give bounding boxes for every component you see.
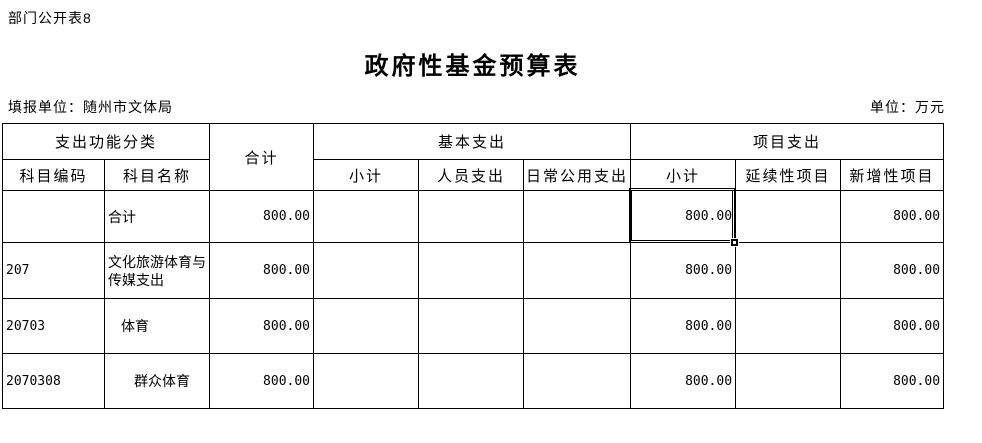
cell-new-projects[interactable]: 800.00 bbox=[840, 298, 945, 354]
page-title: 政府性基金预算表 bbox=[364, 54, 581, 80]
cell-project-subtotal-selected[interactable]: 800.00 bbox=[630, 190, 737, 243]
cell-new-projects[interactable]: 800.00 bbox=[840, 242, 945, 299]
cell-total[interactable]: 800.00 bbox=[209, 190, 315, 243]
cell-basic-subtotal[interactable] bbox=[313, 298, 420, 354]
fill-handle[interactable] bbox=[731, 239, 738, 246]
cell-subject-name[interactable]: 体育 bbox=[103, 298, 211, 354]
cell-new-projects[interactable]: 800.00 bbox=[840, 190, 945, 243]
header-project-expenditure[interactable]: 项目支出 bbox=[630, 123, 945, 160]
cell-personnel[interactable] bbox=[418, 190, 525, 243]
cell-daily-public[interactable] bbox=[523, 298, 632, 354]
header-new-projects[interactable]: 新增性项目 bbox=[840, 159, 945, 191]
cell-daily-public[interactable] bbox=[523, 242, 632, 299]
cell-continuing[interactable] bbox=[735, 242, 842, 299]
cell-total[interactable]: 800.00 bbox=[209, 242, 315, 299]
cell-basic-subtotal[interactable] bbox=[313, 190, 420, 243]
cell-total[interactable]: 800.00 bbox=[209, 353, 315, 409]
header-basic-subtotal[interactable]: 小计 bbox=[313, 159, 420, 191]
cell-subject-code[interactable]: 20703 bbox=[2, 298, 105, 354]
header-personnel-expenditure[interactable]: 人员支出 bbox=[418, 159, 525, 191]
header-project-subtotal[interactable]: 小计 bbox=[630, 159, 737, 191]
cell-selection-cursor-inner bbox=[631, 190, 733, 241]
reporting-unit-label: 填报单位：随州市文体局 bbox=[8, 99, 173, 115]
header-row-groups: 支出功能分类 合计 基本支出 项目支出 bbox=[1, 123, 945, 191]
header-row-columns: 科目编码 科目名称 小计 人员支出 日常公用支出 小计 延续性项目 新增性项目 bbox=[2, 159, 945, 191]
cell-selection-cursor[interactable] bbox=[629, 188, 738, 246]
unit-note-label: 单位：万元 bbox=[870, 99, 945, 115]
cell-daily-public[interactable] bbox=[523, 353, 632, 409]
cell-subject-name[interactable]: 群众体育 bbox=[103, 353, 211, 409]
cell-project-subtotal[interactable]: 800.00 bbox=[630, 242, 737, 299]
cell-subject-code[interactable]: 207 bbox=[2, 242, 105, 299]
cell-subject-code[interactable]: 2070308 bbox=[2, 353, 105, 409]
cell-project-subtotal[interactable]: 800.00 bbox=[630, 353, 737, 409]
meta-line: 填报单位：随州市文体局 单位：万元 bbox=[8, 97, 945, 117]
header-subject-name[interactable]: 科目名称 bbox=[103, 159, 211, 191]
cell-subject-code[interactable] bbox=[2, 190, 105, 243]
cell-daily-public[interactable] bbox=[523, 190, 632, 243]
table-row: 合计 800.00 800.00 800.00 bbox=[2, 190, 945, 243]
header-expense-function-class[interactable]: 支出功能分类 bbox=[1, 123, 211, 160]
cell-continuing[interactable] bbox=[735, 298, 842, 354]
table-row: 2070308 群众体育 800.00 800.00 800.00 bbox=[2, 353, 945, 409]
cell-personnel[interactable] bbox=[418, 298, 525, 354]
cell-subject-name[interactable]: 文化旅游体育与传媒支出 bbox=[103, 242, 211, 299]
header-basic-expenditure[interactable]: 基本支出 bbox=[313, 123, 632, 160]
cell-new-projects[interactable]: 800.00 bbox=[840, 353, 945, 409]
cell-continuing[interactable] bbox=[735, 353, 842, 409]
header-daily-public-expenditure[interactable]: 日常公用支出 bbox=[523, 159, 632, 191]
cell-continuing[interactable] bbox=[735, 190, 842, 243]
cell-basic-subtotal[interactable] bbox=[313, 242, 420, 299]
cell-personnel[interactable] bbox=[418, 353, 525, 409]
table-row: 207 文化旅游体育与传媒支出 800.00 800.00 800.00 bbox=[2, 242, 945, 299]
cell-personnel[interactable] bbox=[418, 242, 525, 299]
cell-total[interactable]: 800.00 bbox=[209, 298, 315, 354]
cell-project-subtotal[interactable]: 800.00 bbox=[630, 298, 737, 354]
cell-subject-name[interactable]: 合计 bbox=[103, 190, 211, 243]
sheet-label: 部门公开表8 bbox=[8, 10, 92, 26]
table-row: 20703 体育 800.00 800.00 800.00 bbox=[2, 298, 945, 354]
header-subject-code[interactable]: 科目编码 bbox=[2, 159, 105, 191]
header-grand-total[interactable]: 合计 bbox=[209, 123, 315, 191]
budget-table: 支出功能分类 合计 基本支出 项目支出 科目编码 科目名称 小计 人员支出 日常… bbox=[1, 123, 945, 409]
cell-basic-subtotal[interactable] bbox=[313, 353, 420, 409]
header-continuing-projects[interactable]: 延续性项目 bbox=[735, 159, 842, 191]
